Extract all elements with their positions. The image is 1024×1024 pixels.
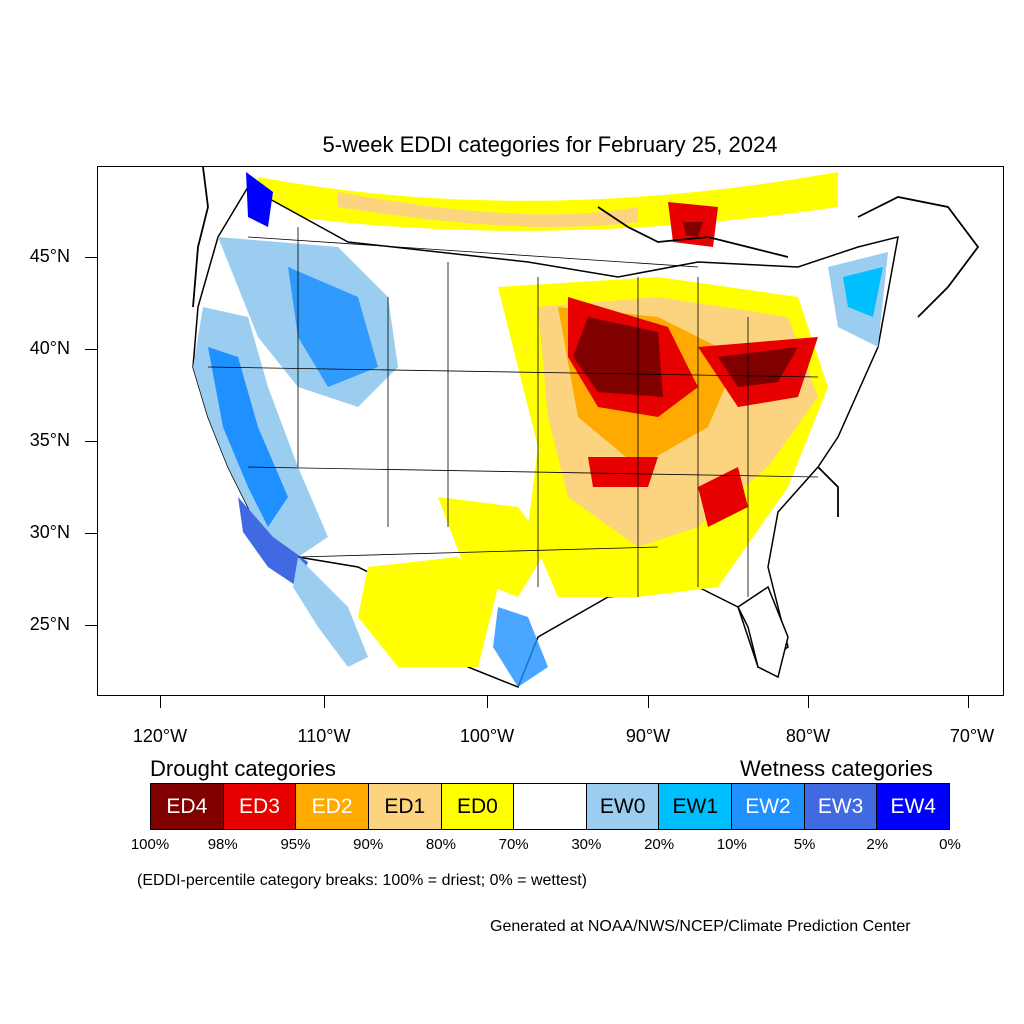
lat-tick (85, 349, 97, 350)
legend-normal (514, 784, 587, 829)
lat-label-25: 25°N (29, 614, 70, 634)
lon-tick (968, 696, 969, 708)
lon-tick (160, 696, 161, 708)
texas-ed0 (438, 497, 548, 597)
percentile-label: 5% (793, 836, 816, 853)
idaho-ew2 (288, 267, 378, 387)
wisconsin-ed4 (573, 317, 663, 397)
legend-ew4: EW4 (877, 784, 950, 829)
southeast-ed3 (698, 467, 748, 527)
gulf-wet (493, 607, 548, 687)
percentile-label: 100% (130, 836, 170, 853)
west-coast-ew1 (208, 347, 288, 527)
lat-label-30: 30°N (29, 522, 70, 542)
baja-wet (293, 557, 368, 667)
california-ew3 (238, 497, 308, 587)
lat-tick (85, 257, 97, 258)
lon-tick (324, 696, 325, 708)
percentile-label: 2% (866, 836, 889, 853)
percentile-label: 20% (644, 836, 675, 853)
percentile-label: 90% (353, 836, 384, 853)
lon-label-100: 100°W (459, 726, 515, 746)
percentile-label: 98% (207, 836, 238, 853)
map-canvas (192, 167, 980, 688)
lat-label-45: 45°N (29, 246, 70, 266)
lat-label-35: 35°N (29, 430, 70, 450)
percentile-label: 70% (498, 836, 529, 853)
ozarks-ed3 (588, 457, 658, 487)
northwest-ew4 (246, 172, 273, 227)
lon-label-120: 120°W (132, 726, 188, 746)
legend-ed1: ED1 (368, 784, 442, 829)
map-title: 5-week EDDI categories for February 25, … (322, 132, 778, 157)
lat-tick (85, 441, 97, 442)
lat-tick (85, 625, 97, 626)
canada-ed1-band (338, 192, 638, 227)
credit-text: Generated at NOAA/NWS/NCEP/Climate Predi… (490, 918, 911, 935)
lat-tick (85, 533, 97, 534)
category-note: (EDDI-percentile category breaks: 100% =… (137, 872, 587, 889)
lon-label-90: 90°W (625, 726, 671, 746)
michigan-ed4 (683, 222, 703, 237)
percentile-label: 10% (716, 836, 747, 853)
lon-tick (648, 696, 649, 708)
percentile-label: 95% (280, 836, 311, 853)
mexico-ed0 (358, 557, 498, 667)
northeast-ew1 (843, 267, 883, 317)
legend-ed2: ED2 (296, 784, 369, 829)
legend-ed3: ED3 (223, 784, 297, 829)
lat-label-40: 40°N (29, 338, 70, 358)
wetness-heading: Wetness categories (740, 756, 933, 781)
lon-label-110: 110°W (297, 726, 351, 746)
percentile-label: 0% (939, 836, 961, 853)
lon-label-70: 70°W (949, 726, 995, 746)
legend-ew3: EW3 (804, 784, 878, 829)
percentile-label: 80% (425, 836, 456, 853)
lon-tick (808, 696, 809, 708)
legend-ew1: EW1 (659, 784, 733, 829)
legend-ew2: EW2 (732, 784, 805, 829)
legend-ed0: ED0 (441, 784, 515, 829)
drought-heading: Drought categories (150, 756, 336, 781)
legend-ew0: EW0 (586, 784, 660, 829)
lon-label-80: 80°W (785, 726, 831, 746)
legend-ed4: ED4 (151, 784, 224, 829)
florida-outline (737, 585, 789, 679)
coastlines (192, 167, 980, 517)
lon-tick (487, 696, 488, 708)
state-boundaries (207, 227, 819, 597)
ohio-ed4 (718, 347, 798, 387)
eddi-map (97, 166, 1004, 696)
percentile-label: 30% (571, 836, 602, 853)
legend-color-bar: ED4 ED3 ED2 ED1 ED0 EW0 EW1 EW2 EW3 EW4 (150, 783, 950, 830)
